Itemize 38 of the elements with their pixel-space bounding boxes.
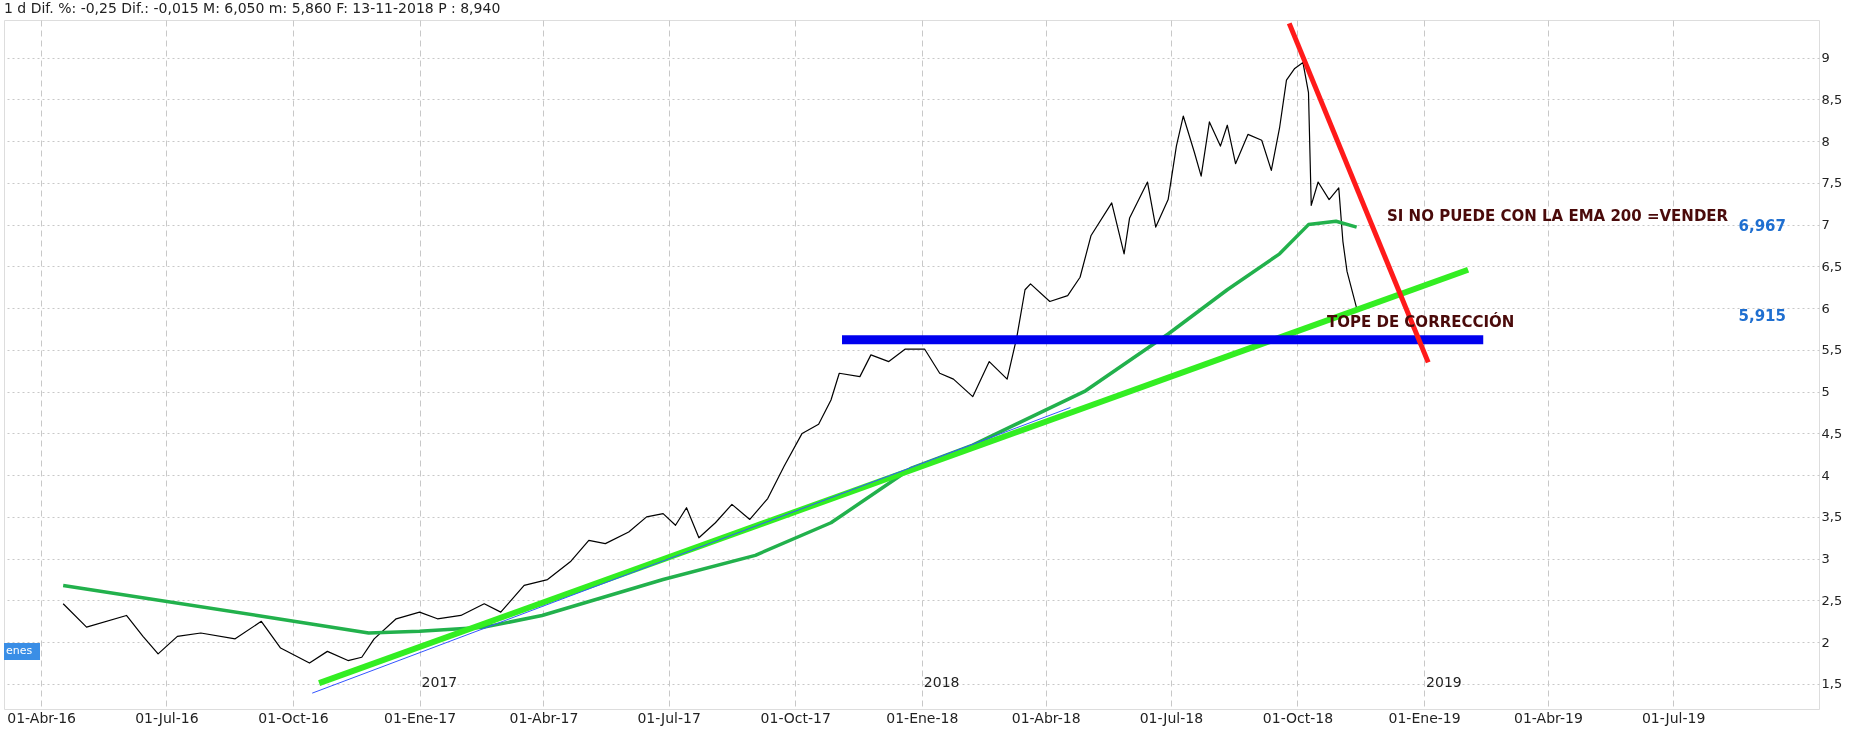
y-tick-label: 6,5 bbox=[1821, 258, 1843, 274]
x-tick-label: 01-Abr-16 bbox=[7, 709, 77, 726]
x-tick-label: 01-Ene-19 bbox=[1388, 709, 1461, 726]
y-tick-label: 2,5 bbox=[1821, 592, 1843, 608]
y-tick-label: 5,5 bbox=[1821, 342, 1843, 358]
x-tick-label: 01-Abr-18 bbox=[1011, 709, 1081, 726]
y-tick-label: 7 bbox=[1821, 217, 1830, 233]
y-tick-label: 2 bbox=[1821, 634, 1830, 650]
y-tick-label: 4 bbox=[1821, 467, 1830, 483]
x-tick-label: 01-Jul-17 bbox=[637, 709, 701, 726]
x-tick-label: 01-Ene-17 bbox=[384, 709, 457, 726]
y-tick-label: 5 bbox=[1821, 384, 1830, 400]
x-tick-label: 01-Oct-17 bbox=[760, 709, 831, 726]
y-tick-label: 3,5 bbox=[1821, 509, 1843, 525]
x-tick-label: 01-Jul-19 bbox=[1641, 709, 1706, 726]
annotation: enes bbox=[6, 644, 33, 657]
y-tick-label: 4,5 bbox=[1821, 425, 1843, 441]
x-tick-label: 01-Jul-16 bbox=[135, 709, 199, 726]
x-tick-label: 01-Abr-19 bbox=[1514, 709, 1583, 726]
chart-title: 1 d Dif. %: -0,25 Dif.: -0,015 M: 6,050 m: 5,860 F: 13-11-2018 P : 8,940 bbox=[4, 0, 501, 16]
y-tick-label: 8,5 bbox=[1821, 91, 1843, 107]
x-tick-label: 01-Oct-16 bbox=[258, 709, 329, 726]
y-tick-label: 6 bbox=[1821, 300, 1830, 316]
x-tick-label: 01-Jul-18 bbox=[1139, 709, 1204, 726]
y-tick-label: 9 bbox=[1821, 50, 1830, 66]
annotation: 5,915 bbox=[1738, 307, 1786, 325]
annotation: 2018 bbox=[923, 674, 960, 690]
annotation: 2019 bbox=[1426, 674, 1462, 690]
x-tick-label: 01-Oct-18 bbox=[1262, 709, 1334, 726]
annotation: SI NO PUEDE CON LA EMA 200 =VENDER bbox=[1387, 207, 1729, 225]
x-tick-label: 01-Ene-18 bbox=[886, 709, 959, 726]
y-tick-label: 8 bbox=[1821, 133, 1830, 149]
annotation: 2017 bbox=[421, 674, 458, 690]
x-tick-label: 01-Abr-17 bbox=[509, 709, 579, 726]
y-tick-label: 7,5 bbox=[1821, 175, 1843, 191]
y-tick-label: 3 bbox=[1821, 551, 1830, 567]
annotation: 6,967 bbox=[1738, 217, 1786, 235]
y-tick-label: 1,5 bbox=[1821, 676, 1843, 692]
